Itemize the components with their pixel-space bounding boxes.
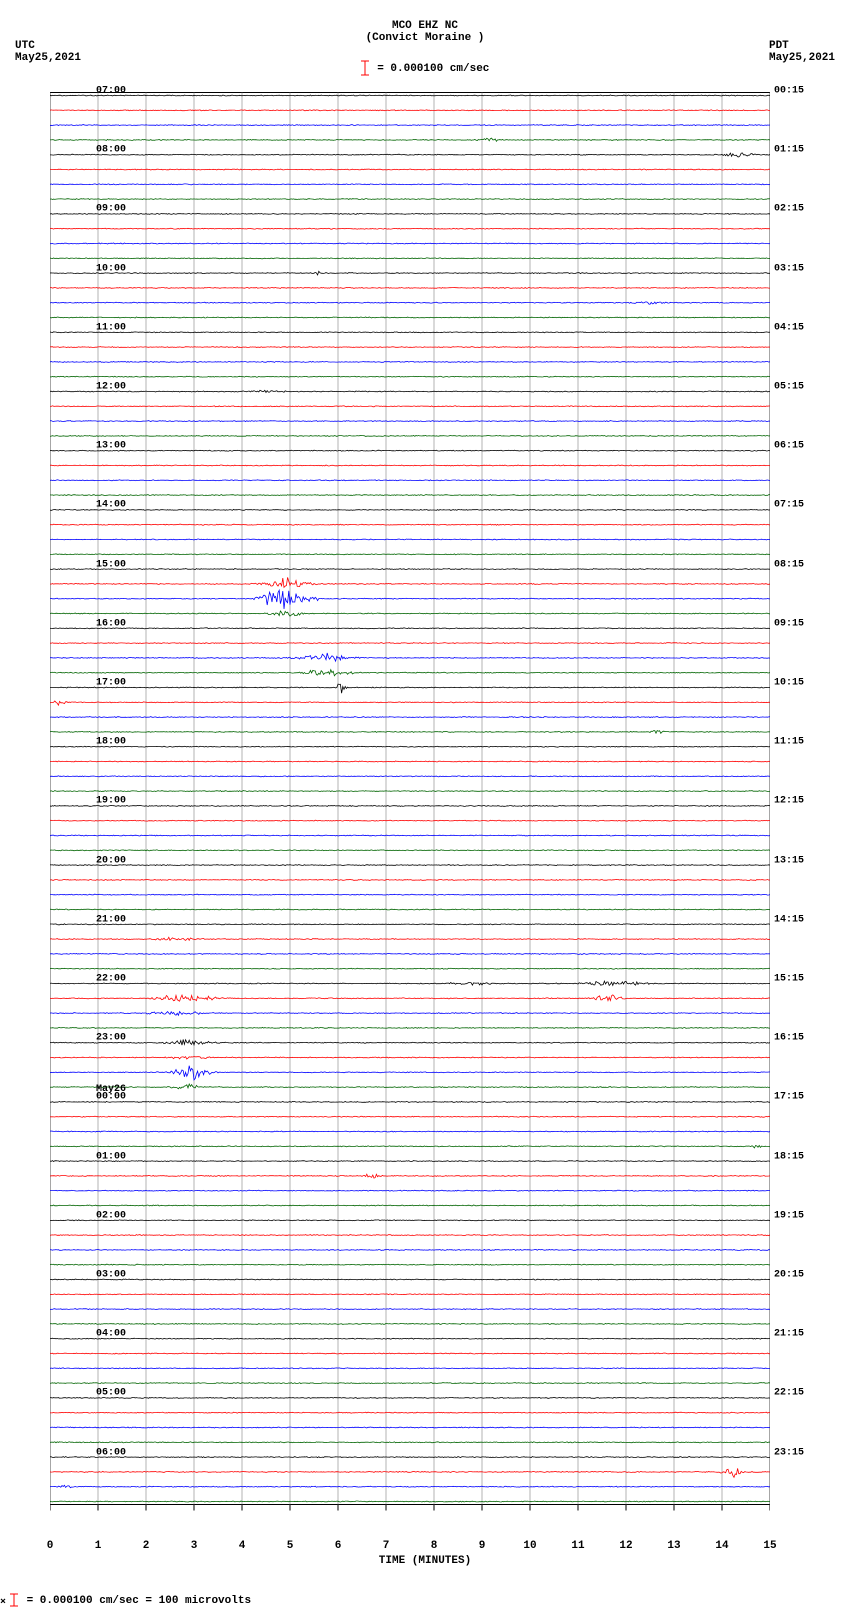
x-tick-label: 3 [191, 1540, 198, 1552]
left-hour-label: 21:00 [96, 914, 126, 925]
right-hour-label: 05:15 [774, 382, 804, 393]
left-hour-label: 05:00 [96, 1388, 126, 1399]
scale-bar-icon [361, 60, 371, 76]
x-tick-label: 7 [383, 1540, 390, 1552]
right-hour-label: 15:15 [774, 974, 804, 985]
right-hour-label: 12:15 [774, 796, 804, 807]
seismogram-plot [50, 85, 770, 1540]
right-hour-label: 20:15 [774, 1270, 804, 1281]
left-hour-label: 17:00 [96, 678, 126, 689]
left-hour-label: 19:00 [96, 796, 126, 807]
right-hour-label: 03:15 [774, 263, 804, 274]
scale-bar: = 0.000100 cm/sec [0, 60, 850, 76]
header-center: MCO EHZ NC (Convict Moraine ) [0, 20, 850, 44]
x-tick-label: 14 [715, 1540, 728, 1552]
svg-text:×: × [0, 1596, 6, 1607]
right-hour-label: 13:15 [774, 855, 804, 866]
left-hour-label: 12:00 [96, 382, 126, 393]
right-hour-label: 19:15 [774, 1210, 804, 1221]
x-tick-label: 5 [287, 1540, 294, 1552]
x-tick-label: 13 [667, 1540, 680, 1552]
right-hour-label: 06:15 [774, 441, 804, 452]
right-hour-label: 02:15 [774, 204, 804, 215]
left-hour-label: 16:00 [96, 618, 126, 629]
left-hour-label: 14:00 [96, 500, 126, 511]
right-tz: PDT [769, 40, 789, 52]
left-hour-label: 13:00 [96, 441, 126, 452]
seismogram-page: MCO EHZ NC (Convict Moraine ) UTC May25,… [0, 0, 850, 1613]
left-hour-label: 10:00 [96, 263, 126, 274]
x-tick-label: 15 [763, 1540, 776, 1552]
x-tick-label: 6 [335, 1540, 342, 1552]
left-hour-label: 03:00 [96, 1270, 126, 1281]
x-tick-label: 1 [95, 1540, 102, 1552]
left-hour-label: 00:00 [96, 1092, 126, 1103]
left-hour-label: 02:00 [96, 1210, 126, 1221]
right-hour-label: 17:15 [774, 1092, 804, 1103]
left-tz: UTC [15, 40, 35, 52]
right-hour-label: 04:15 [774, 322, 804, 333]
left-hour-label: 23:00 [96, 1033, 126, 1044]
x-tick-label: 12 [619, 1540, 632, 1552]
left-hour-label: 18:00 [96, 737, 126, 748]
right-hour-label: 16:15 [774, 1033, 804, 1044]
left-hour-label: 09:00 [96, 204, 126, 215]
right-hour-label: 08:15 [774, 559, 804, 570]
left-hour-label: 06:00 [96, 1447, 126, 1458]
right-hour-label: 23:15 [774, 1447, 804, 1458]
footer: × = 0.000100 cm/sec = 100 microvolts [0, 1593, 251, 1607]
x-tick-label: 11 [571, 1540, 584, 1552]
right-hour-label: 18:15 [774, 1151, 804, 1162]
x-tick-label: 2 [143, 1540, 150, 1552]
left-hour-label: 15:00 [96, 559, 126, 570]
left-hour-label: 22:00 [96, 974, 126, 985]
right-hour-label: 10:15 [774, 678, 804, 689]
right-hour-label: 09:15 [774, 618, 804, 629]
right-hour-label: 11:15 [774, 737, 804, 748]
footer-scale-icon: × [0, 1593, 20, 1607]
x-tick-label: 4 [239, 1540, 246, 1552]
station-code: MCO EHZ NC [392, 20, 458, 32]
right-hour-label: 01:15 [774, 145, 804, 156]
scale-label: = 0.000100 cm/sec [377, 63, 489, 75]
x-tick-label: 0 [47, 1540, 54, 1552]
left-hour-label: 20:00 [96, 855, 126, 866]
right-hour-label: 07:15 [774, 500, 804, 511]
x-tick-label: 9 [479, 1540, 486, 1552]
left-hour-label: 07:00 [96, 86, 126, 97]
x-tick-label: 8 [431, 1540, 438, 1552]
right-hour-label: 22:15 [774, 1388, 804, 1399]
right-hour-label: 14:15 [774, 914, 804, 925]
footer-text: = 0.000100 cm/sec = 100 microvolts [27, 1595, 251, 1607]
station-location: (Convict Moraine ) [366, 32, 485, 44]
left-hour-label: 01:00 [96, 1151, 126, 1162]
left-hour-label: 11:00 [96, 322, 126, 333]
left-hour-label: 08:00 [96, 145, 126, 156]
left-hour-label: 04:00 [96, 1329, 126, 1340]
x-tick-label: 10 [523, 1540, 536, 1552]
right-hour-label: 00:15 [774, 86, 804, 97]
x-axis-label: TIME (MINUTES) [0, 1555, 850, 1567]
right-hour-label: 21:15 [774, 1329, 804, 1340]
